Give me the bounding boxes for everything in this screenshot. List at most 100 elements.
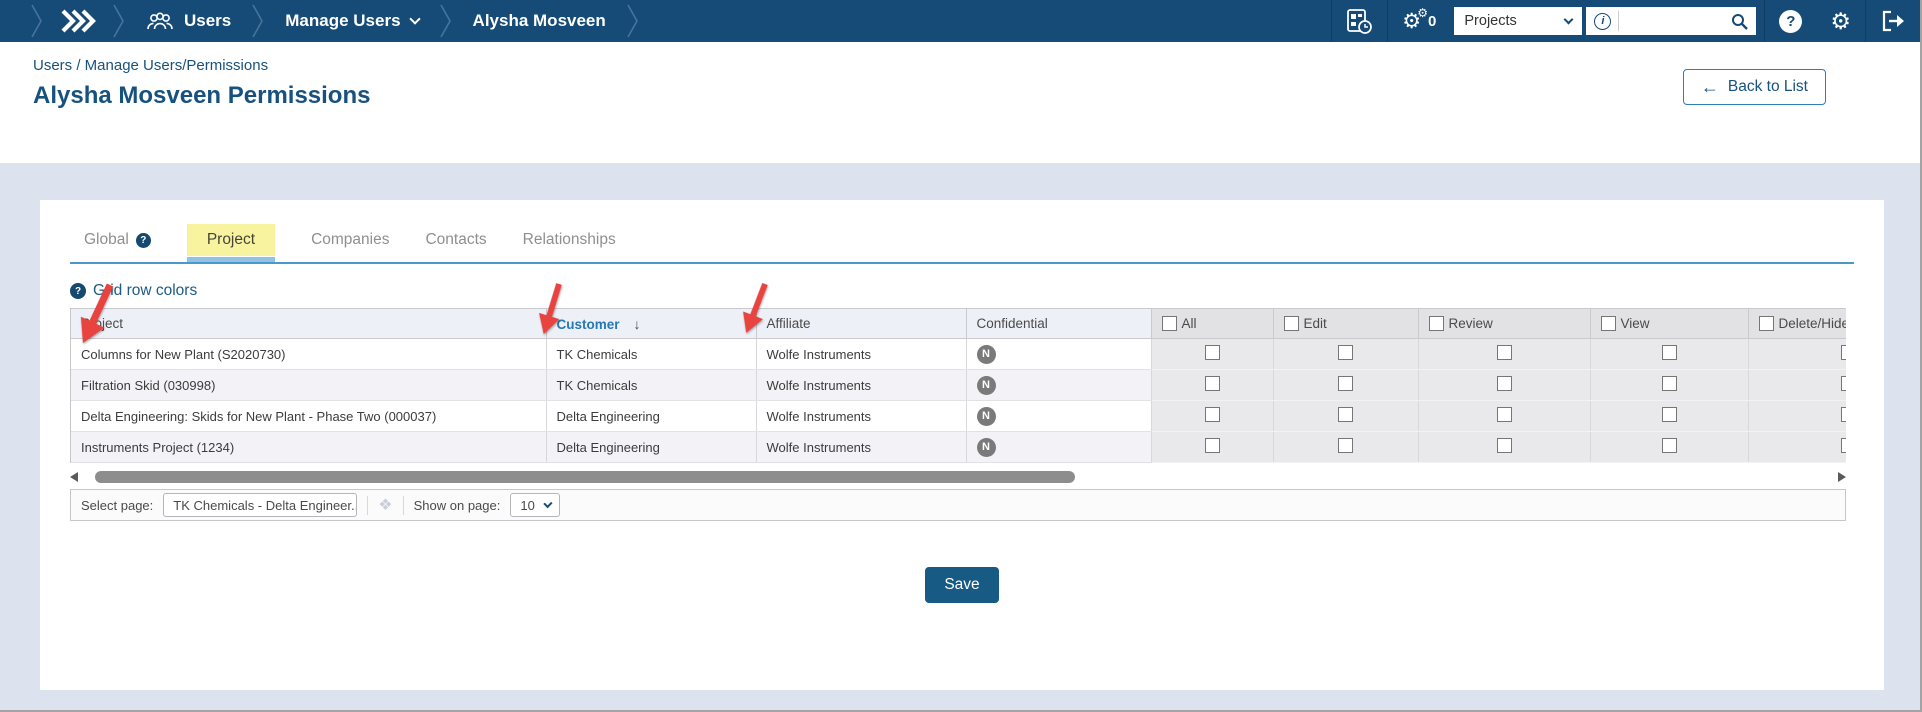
show-on-page-dropdown[interactable]: 10 (510, 493, 561, 517)
edit-cell (1273, 400, 1419, 432)
schedule-clock-icon (1347, 8, 1373, 34)
select-all-delete-hide-checkbox[interactable] (1758, 316, 1774, 331)
permission-checkbox-all[interactable] (1204, 376, 1220, 391)
tab-global[interactable]: Global ? (84, 231, 151, 249)
info-icon[interactable]: i (1594, 12, 1612, 30)
select-page-dropdown[interactable]: TK Chemicals - Delta Engineer... (163, 493, 358, 517)
permission-checkbox-delete-hide[interactable] (1840, 345, 1846, 360)
top-navigation-bar: Users Manage Users Alysha Mosveen ⚙ ⚙ 0 P… (0, 0, 1922, 42)
permission-checkbox-review[interactable] (1496, 407, 1512, 422)
permission-checkbox-review[interactable] (1496, 438, 1512, 453)
annotation-arrow-customer (539, 283, 562, 335)
topbar-divider (1387, 0, 1389, 42)
permission-checkbox-edit[interactable] (1338, 345, 1353, 360)
refresh-diamond-icon[interactable]: ❖ (378, 497, 393, 514)
project-cell: Filtration Skid (030998) (71, 369, 547, 401)
help-icon[interactable]: ? (70, 283, 86, 299)
search-icon[interactable] (1731, 13, 1749, 30)
column-header-project[interactable]: Project (71, 308, 547, 339)
customer-cell: TK Chemicals (546, 338, 757, 370)
permission-checkbox-all[interactable] (1204, 345, 1220, 360)
permission-checkbox-delete-hide[interactable] (1840, 407, 1846, 422)
search-input[interactable] (1626, 13, 1732, 29)
nav-item-alysha-mosveen[interactable]: Alysha Mosveen (453, 0, 626, 42)
table-row: Instruments Project (1234) Delta Enginee… (71, 431, 1846, 463)
search-scope-select[interactable]: Projects (1454, 7, 1583, 35)
select-page-value: TK Chemicals - Delta Engineer... (173, 497, 358, 513)
annotation-arrow-affiliate (743, 282, 768, 333)
permission-checkbox-view[interactable] (1661, 376, 1677, 391)
column-header-view: View (1590, 308, 1749, 339)
logout-button[interactable] (1866, 0, 1921, 42)
scroll-left-arrow[interactable] (70, 471, 78, 482)
search-scope-value: Projects (1464, 13, 1517, 29)
permission-checkbox-all[interactable] (1204, 438, 1220, 453)
permission-checkbox-view[interactable] (1661, 345, 1677, 360)
view-cell (1590, 431, 1749, 463)
select-all-review-checkbox[interactable] (1428, 316, 1444, 331)
edit-cell (1273, 369, 1419, 401)
select-all-edit-checkbox[interactable] (1283, 316, 1299, 331)
window-border-right (1920, 0, 1922, 712)
tab-relationships[interactable]: Relationships (523, 231, 616, 249)
grid-row-colors-link[interactable]: Grid row colors (93, 282, 198, 299)
app-logo[interactable] (44, 0, 112, 42)
column-header-customer[interactable]: Customer ↓ (546, 308, 757, 339)
permission-checkbox-delete-hide[interactable] (1840, 438, 1846, 453)
tab-contacts[interactable]: Contacts (425, 231, 486, 249)
nav-item-manage-users[interactable]: Manage Users (265, 0, 438, 42)
permission-checkbox-edit[interactable] (1338, 438, 1353, 453)
chevron-separator (113, 4, 124, 38)
select-all-checkbox[interactable] (1161, 316, 1177, 331)
column-header-edit: Edit (1273, 308, 1419, 339)
permission-checkbox-review[interactable] (1496, 345, 1512, 360)
all-cell (1151, 431, 1274, 463)
workflow-notifications-button[interactable]: ⚙ ⚙ 0 (1388, 0, 1450, 42)
topbar-divider (1331, 0, 1333, 42)
confidential-cell: N (966, 400, 1152, 432)
tab-project[interactable]: Project (186, 224, 276, 262)
affiliate-cell: Wolfe Instruments (756, 431, 967, 463)
help-button[interactable]: ? (1765, 0, 1816, 42)
permission-checkbox-edit[interactable] (1338, 376, 1353, 391)
annotation-arrow-project (80, 283, 114, 344)
column-header-confidential[interactable]: Confidential (966, 308, 1152, 339)
page-title: Alysha Mosveen Permissions (33, 82, 371, 109)
permission-checkbox-review[interactable] (1496, 376, 1512, 391)
table-row: Columns for New Plant (S2020730) TK Chem… (71, 338, 1846, 370)
nav-user-name-label: Alysha Mosveen (472, 11, 606, 30)
review-cell (1418, 338, 1591, 370)
permission-checkbox-delete-hide[interactable] (1840, 376, 1846, 391)
triple-chevron-logo-icon (61, 9, 96, 33)
table-header-row: Project Customer ↓ Affiliate Confidential… (71, 308, 1846, 339)
view-cell (1590, 400, 1749, 432)
review-cell (1418, 400, 1591, 432)
column-header-affiliate[interactable]: Affiliate (756, 308, 967, 339)
settings-button[interactable]: ⚙ (1816, 0, 1865, 42)
chevron-down-icon (543, 498, 553, 508)
breadcrumb[interactable]: Users / Manage Users/Permissions (33, 57, 269, 74)
confidential-cell: N (966, 431, 1152, 463)
permission-checkbox-view[interactable] (1661, 407, 1677, 422)
affiliate-cell: Wolfe Instruments (756, 369, 967, 401)
review-cell (1418, 369, 1591, 401)
view-cell (1590, 369, 1749, 401)
nav-item-users[interactable]: Users (126, 0, 251, 42)
grid-row-colors-row: ? Grid row colors (70, 282, 1854, 300)
back-to-list-button[interactable]: ← Back to List (1682, 69, 1826, 105)
permission-checkbox-edit[interactable] (1338, 407, 1353, 422)
scroll-right-arrow[interactable] (1838, 471, 1846, 482)
permission-checkbox-all[interactable] (1204, 407, 1220, 422)
select-all-view-checkbox[interactable] (1600, 316, 1616, 331)
affiliate-cell: Wolfe Instruments (756, 338, 967, 370)
scrollbar-track[interactable] (83, 470, 1833, 483)
scrollbar-thumb[interactable] (95, 470, 1075, 483)
tab-bar: Global ? Project Companies Contacts Rela… (84, 224, 1854, 262)
delete-hide-cell (1748, 369, 1846, 401)
schedule-button[interactable] (1332, 0, 1387, 42)
tab-companies[interactable]: Companies (311, 231, 389, 249)
save-button[interactable]: Save (925, 567, 999, 603)
permission-checkbox-view[interactable] (1661, 438, 1677, 453)
back-to-list-label: Back to List (1727, 78, 1808, 95)
help-icon[interactable]: ? (135, 232, 151, 248)
